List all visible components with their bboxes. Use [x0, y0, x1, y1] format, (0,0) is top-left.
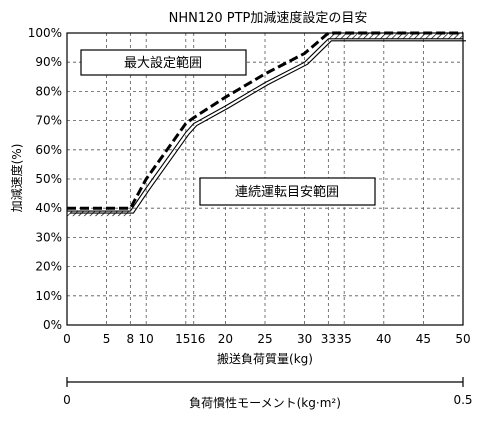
x-tick-label-2: 8 — [127, 332, 135, 346]
y-tick-label-9: 90% — [35, 55, 62, 69]
y-axis-ticks: 0% 10% 20% 30% 40% 50% 60% 70% 80% 90% 100% — [28, 26, 62, 332]
y-tick-label-2: 20% — [35, 260, 62, 274]
chart-title: NHN120 PTP加減速度設定の目安 — [169, 10, 368, 26]
secondary-axis-min-label: 0 — [63, 393, 71, 407]
y-tick-label-5: 50% — [35, 172, 62, 186]
x-tick-label-13: 50 — [455, 332, 470, 346]
x-tick-label-10: 35 — [337, 332, 352, 346]
annotation-continuous-range-box — [199, 177, 376, 206]
x-tick-label-6: 20 — [218, 332, 233, 346]
annotation-continuous-range: 連続運転目安範囲 — [199, 177, 376, 206]
x-axis-ticks: 0 5 8 10 15 16 20 25 30 33 35 40 45 50 — [63, 332, 470, 346]
annotation-max-range-box — [80, 49, 247, 76]
x-tick-label-4: 15 — [175, 332, 190, 346]
x-tick-label-5: 16 — [190, 332, 205, 346]
secondary-axis-max-label: 0.5 — [453, 393, 472, 407]
secondary-axis: 0 負荷慣性モーメント(kg·m²) 0.5 — [63, 377, 473, 410]
plot-frame — [66, 32, 464, 326]
x-axis-label: 搬送負荷質量(kg) — [217, 351, 313, 366]
y-tick-label-3: 30% — [35, 230, 62, 244]
series — [67, 31, 466, 214]
series-line-continuous-outer — [67, 38, 463, 212]
x-tick-label-1: 5 — [103, 332, 111, 346]
annotation-continuous-range-text: 連続運転目安範囲 — [235, 185, 339, 200]
y-tick-label-0: 0% — [43, 318, 62, 332]
annotation-max-range: 最大設定範囲 — [80, 49, 247, 76]
x-tick-label-0: 0 — [63, 332, 71, 346]
series-line-continuous-inner — [70, 40, 466, 214]
y-axis-label: 加減速度(%) — [9, 144, 24, 213]
x-tick-label-12: 45 — [416, 332, 431, 346]
y-tick-label-8: 80% — [35, 84, 62, 98]
x-tick-label-9: 33 — [321, 332, 336, 346]
y-tick-label-7: 70% — [35, 114, 62, 128]
annotation-max-range-text: 最大設定範囲 — [124, 55, 202, 71]
y-tick-label-1: 10% — [35, 289, 62, 303]
grid — [67, 33, 463, 325]
x-tick-label-3: 10 — [139, 332, 154, 346]
x-tick-label-8: 30 — [297, 332, 312, 346]
x-tick-label-7: 25 — [257, 332, 272, 346]
y-tick-label-6: 60% — [35, 143, 62, 157]
secondary-axis-title: 負荷慣性モーメント(kg·m²) — [189, 395, 341, 410]
hatch-band-top — [328, 33, 463, 39]
series-line-max-setting — [67, 31, 463, 210]
y-tick-label-10: 100% — [28, 26, 62, 40]
x-tick-label-11: 40 — [376, 332, 391, 346]
y-tick-label-4: 40% — [35, 201, 62, 215]
